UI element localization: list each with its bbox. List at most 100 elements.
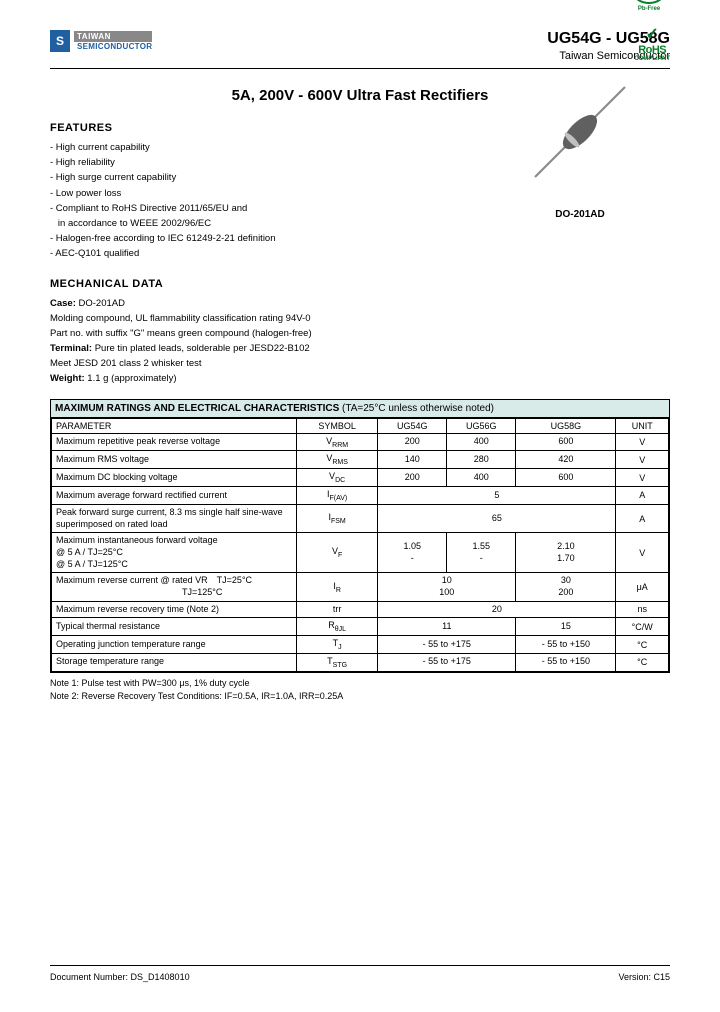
ratings-table: PARAMETERSYMBOLUG54GUG56GUG58GUNIT Maxim… bbox=[51, 418, 669, 672]
parameter-cell: Maximum reverse recovery time (Note 2) bbox=[52, 601, 297, 618]
table-column-header: UG54G bbox=[378, 418, 447, 433]
symbol-cell: VRMS bbox=[297, 451, 378, 469]
feature-item: - Low power loss bbox=[50, 186, 490, 201]
table-row: Maximum DC blocking voltageVDC200400600V bbox=[52, 469, 669, 487]
value-cell: 140 bbox=[378, 451, 447, 469]
note-line: Note 2: Reverse Recovery Test Conditions… bbox=[50, 690, 670, 704]
table-title: MAXIMUM RATINGS AND ELECTRICAL CHARACTER… bbox=[51, 400, 669, 418]
unit-cell: V bbox=[616, 469, 669, 487]
parameter-cell: Maximum instantaneous forward voltage@ 5… bbox=[52, 533, 297, 573]
value-cell: 280 bbox=[447, 451, 516, 469]
table-row: Typical thermal resistanceRθJL1115°C/W bbox=[52, 618, 669, 636]
value-cell: 600 bbox=[516, 469, 616, 487]
parameter-cell: Maximum average forward rectified curren… bbox=[52, 487, 297, 505]
value-cell: 11 bbox=[378, 618, 516, 636]
parameter-cell: Peak forward surge current, 8.3 ms singl… bbox=[52, 504, 297, 532]
mechdata-list: Case: DO-201ADMolding compound, UL flamm… bbox=[50, 296, 490, 387]
feature-item: in accordance to WEEE 2002/96/EC bbox=[50, 216, 490, 231]
feature-item: - Compliant to RoHS Directive 2011/65/EU… bbox=[50, 201, 490, 216]
table-row: Maximum reverse current @ rated VR TJ=25… bbox=[52, 573, 669, 601]
table-row: Maximum reverse recovery time (Note 2)tr… bbox=[52, 601, 669, 618]
feature-item: - High current capability bbox=[50, 140, 490, 155]
mechdata-line: Terminal: Pure tin plated leads, soldera… bbox=[50, 341, 490, 356]
rohs-badge: ✓ RoHS COMPLIANT bbox=[634, 24, 670, 62]
table-column-header: SYMBOL bbox=[297, 418, 378, 433]
value-cell: 1.55- bbox=[447, 533, 516, 573]
value-cell: 1.05- bbox=[378, 533, 447, 573]
symbol-cell: VDC bbox=[297, 469, 378, 487]
symbol-cell: IR bbox=[297, 573, 378, 601]
logo-icon: S bbox=[50, 30, 70, 52]
table-row: Storage temperature rangeTSTG- 55 to +17… bbox=[52, 653, 669, 671]
symbol-cell: VRRM bbox=[297, 433, 378, 451]
symbol-cell: trr bbox=[297, 601, 378, 618]
logo-text-1: TAIWAN bbox=[74, 31, 152, 42]
value-cell: - 55 to +150 bbox=[516, 653, 616, 671]
table-row: Operating junction temperature rangeTJ- … bbox=[52, 636, 669, 654]
symbol-cell: TSTG bbox=[297, 653, 378, 671]
value-cell: 5 bbox=[378, 487, 616, 505]
table-column-header: PARAMETER bbox=[52, 418, 297, 433]
table-header-row: PARAMETERSYMBOLUG54GUG56GUG58GUNIT bbox=[52, 418, 669, 433]
parameter-cell: Maximum reverse current @ rated VR TJ=25… bbox=[52, 573, 297, 601]
value-cell: 65 bbox=[378, 504, 616, 532]
document-number: Document Number: DS_D1408010 bbox=[50, 972, 190, 982]
symbol-cell: VF bbox=[297, 533, 378, 573]
value-cell: 200 bbox=[378, 469, 447, 487]
page-footer: Document Number: DS_D1408010 Version: C1… bbox=[50, 965, 670, 982]
table-row: Maximum average forward rectified curren… bbox=[52, 487, 669, 505]
symbol-cell: IF(AV) bbox=[297, 487, 378, 505]
table-row: Maximum instantaneous forward voltage@ 5… bbox=[52, 533, 669, 573]
ratings-table-block: MAXIMUM RATINGS AND ELECTRICAL CHARACTER… bbox=[50, 399, 670, 673]
unit-cell: V bbox=[616, 433, 669, 451]
unit-cell: °C bbox=[616, 653, 669, 671]
value-cell: - 55 to +175 bbox=[378, 653, 516, 671]
table-column-header: UNIT bbox=[616, 418, 669, 433]
unit-cell: V bbox=[616, 533, 669, 573]
symbol-cell: RθJL bbox=[297, 618, 378, 636]
unit-cell: °C bbox=[616, 636, 669, 654]
feature-item: - High reliability bbox=[50, 155, 490, 170]
value-cell: 400 bbox=[447, 433, 516, 451]
parameter-cell: Storage temperature range bbox=[52, 653, 297, 671]
feature-item: - High surge current capability bbox=[50, 170, 490, 185]
unit-cell: A bbox=[616, 487, 669, 505]
unit-cell: °C/W bbox=[616, 618, 669, 636]
parameter-cell: Typical thermal resistance bbox=[52, 618, 297, 636]
value-cell: 20 bbox=[378, 601, 616, 618]
features-list: - High current capability- High reliabil… bbox=[50, 140, 490, 262]
unit-cell: ns bbox=[616, 601, 669, 618]
value-cell: 2.101.70 bbox=[516, 533, 616, 573]
symbol-cell: TJ bbox=[297, 636, 378, 654]
symbol-cell: IFSM bbox=[297, 504, 378, 532]
parameter-cell: Maximum DC blocking voltage bbox=[52, 469, 297, 487]
table-row: Maximum repetitive peak reverse voltageV… bbox=[52, 433, 669, 451]
table-row: Maximum RMS voltageVRMS140280420V bbox=[52, 451, 669, 469]
table-column-header: UG56G bbox=[447, 418, 516, 433]
unit-cell: A bbox=[616, 504, 669, 532]
value-cell: 30200 bbox=[516, 573, 616, 601]
feature-item: - Halogen-free according to IEC 61249-2-… bbox=[50, 231, 490, 246]
unit-cell: μA bbox=[616, 573, 669, 601]
parameter-cell: Maximum RMS voltage bbox=[52, 451, 297, 469]
company-logo: S TAIWAN SEMICONDUCTOR bbox=[50, 30, 152, 52]
mechdata-line: Weight: 1.1 g (approximately) bbox=[50, 371, 490, 386]
value-cell: 420 bbox=[516, 451, 616, 469]
feature-item: - AEC-Q101 qualified bbox=[50, 246, 490, 261]
mechdata-line: Meet JESD 201 class 2 whisker test bbox=[50, 356, 490, 371]
unit-cell: V bbox=[616, 451, 669, 469]
note-line: Note 1: Pulse test with PW=300 μs, 1% du… bbox=[50, 677, 670, 691]
value-cell: 10100 bbox=[378, 573, 516, 601]
mechdata-heading: MECHANICAL DATA bbox=[50, 278, 490, 290]
package-label: DO-201AD bbox=[490, 209, 670, 220]
parameter-cell: Operating junction temperature range bbox=[52, 636, 297, 654]
value-cell: - 55 to +175 bbox=[378, 636, 516, 654]
package-diagram-icon bbox=[520, 72, 640, 192]
mechdata-line: Case: DO-201AD bbox=[50, 296, 490, 311]
table-notes: Note 1: Pulse test with PW=300 μs, 1% du… bbox=[50, 677, 670, 704]
datasheet-page: S TAIWAN SEMICONDUCTOR UG54G - UG58G Tai… bbox=[0, 0, 720, 1012]
table-column-header: UG58G bbox=[516, 418, 616, 433]
parameter-cell: Maximum repetitive peak reverse voltage bbox=[52, 433, 297, 451]
features-heading: FEATURES bbox=[50, 122, 490, 134]
table-row: Peak forward surge current, 8.3 ms singl… bbox=[52, 504, 669, 532]
